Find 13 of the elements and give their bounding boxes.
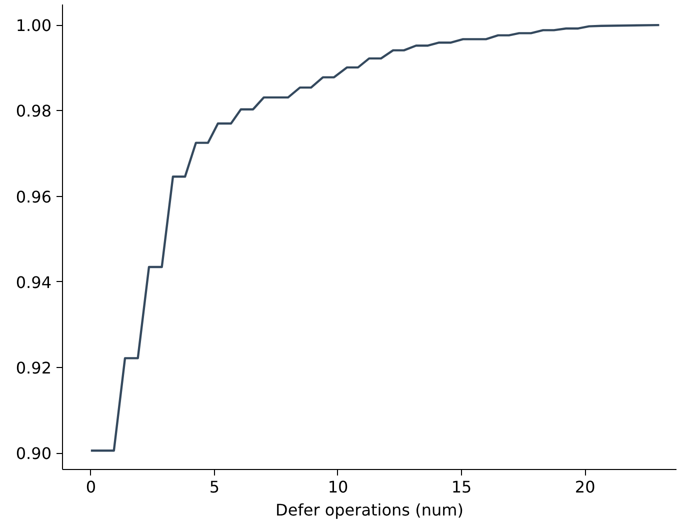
y-tick-label: 0.96 (16, 187, 52, 206)
x-tick-label: 5 (209, 478, 220, 496)
x-tick-label: 20 (574, 478, 596, 496)
y-tick-label: 1.00 (16, 16, 52, 36)
x-tick-label: 10 (328, 478, 348, 496)
line-series (90, 24, 660, 452)
x-axis-title: Defer operations (num) (276, 500, 464, 520)
x-tick-label: 0 (86, 478, 96, 496)
y-tick-label: 0.90 (16, 444, 52, 464)
y-tick-label: 0.92 (16, 358, 52, 378)
x-tick-label: 15 (451, 478, 472, 496)
y-tick-label: 0.98 (16, 102, 52, 121)
y-tick-label: 0.94 (16, 272, 52, 292)
